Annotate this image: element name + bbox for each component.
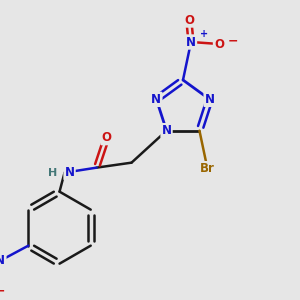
Text: H: H: [48, 168, 57, 178]
Text: N: N: [205, 93, 214, 106]
Text: N: N: [161, 124, 172, 137]
Text: −: −: [0, 284, 6, 297]
Text: O: O: [101, 131, 112, 144]
Text: Br: Br: [200, 162, 215, 175]
Text: N: N: [186, 35, 196, 49]
Text: O: O: [184, 14, 194, 26]
Text: +: +: [200, 29, 208, 39]
Text: −: −: [228, 34, 238, 47]
Text: O: O: [214, 38, 224, 50]
Text: N: N: [0, 254, 5, 267]
Text: N: N: [152, 93, 161, 106]
Text: N: N: [64, 166, 74, 179]
